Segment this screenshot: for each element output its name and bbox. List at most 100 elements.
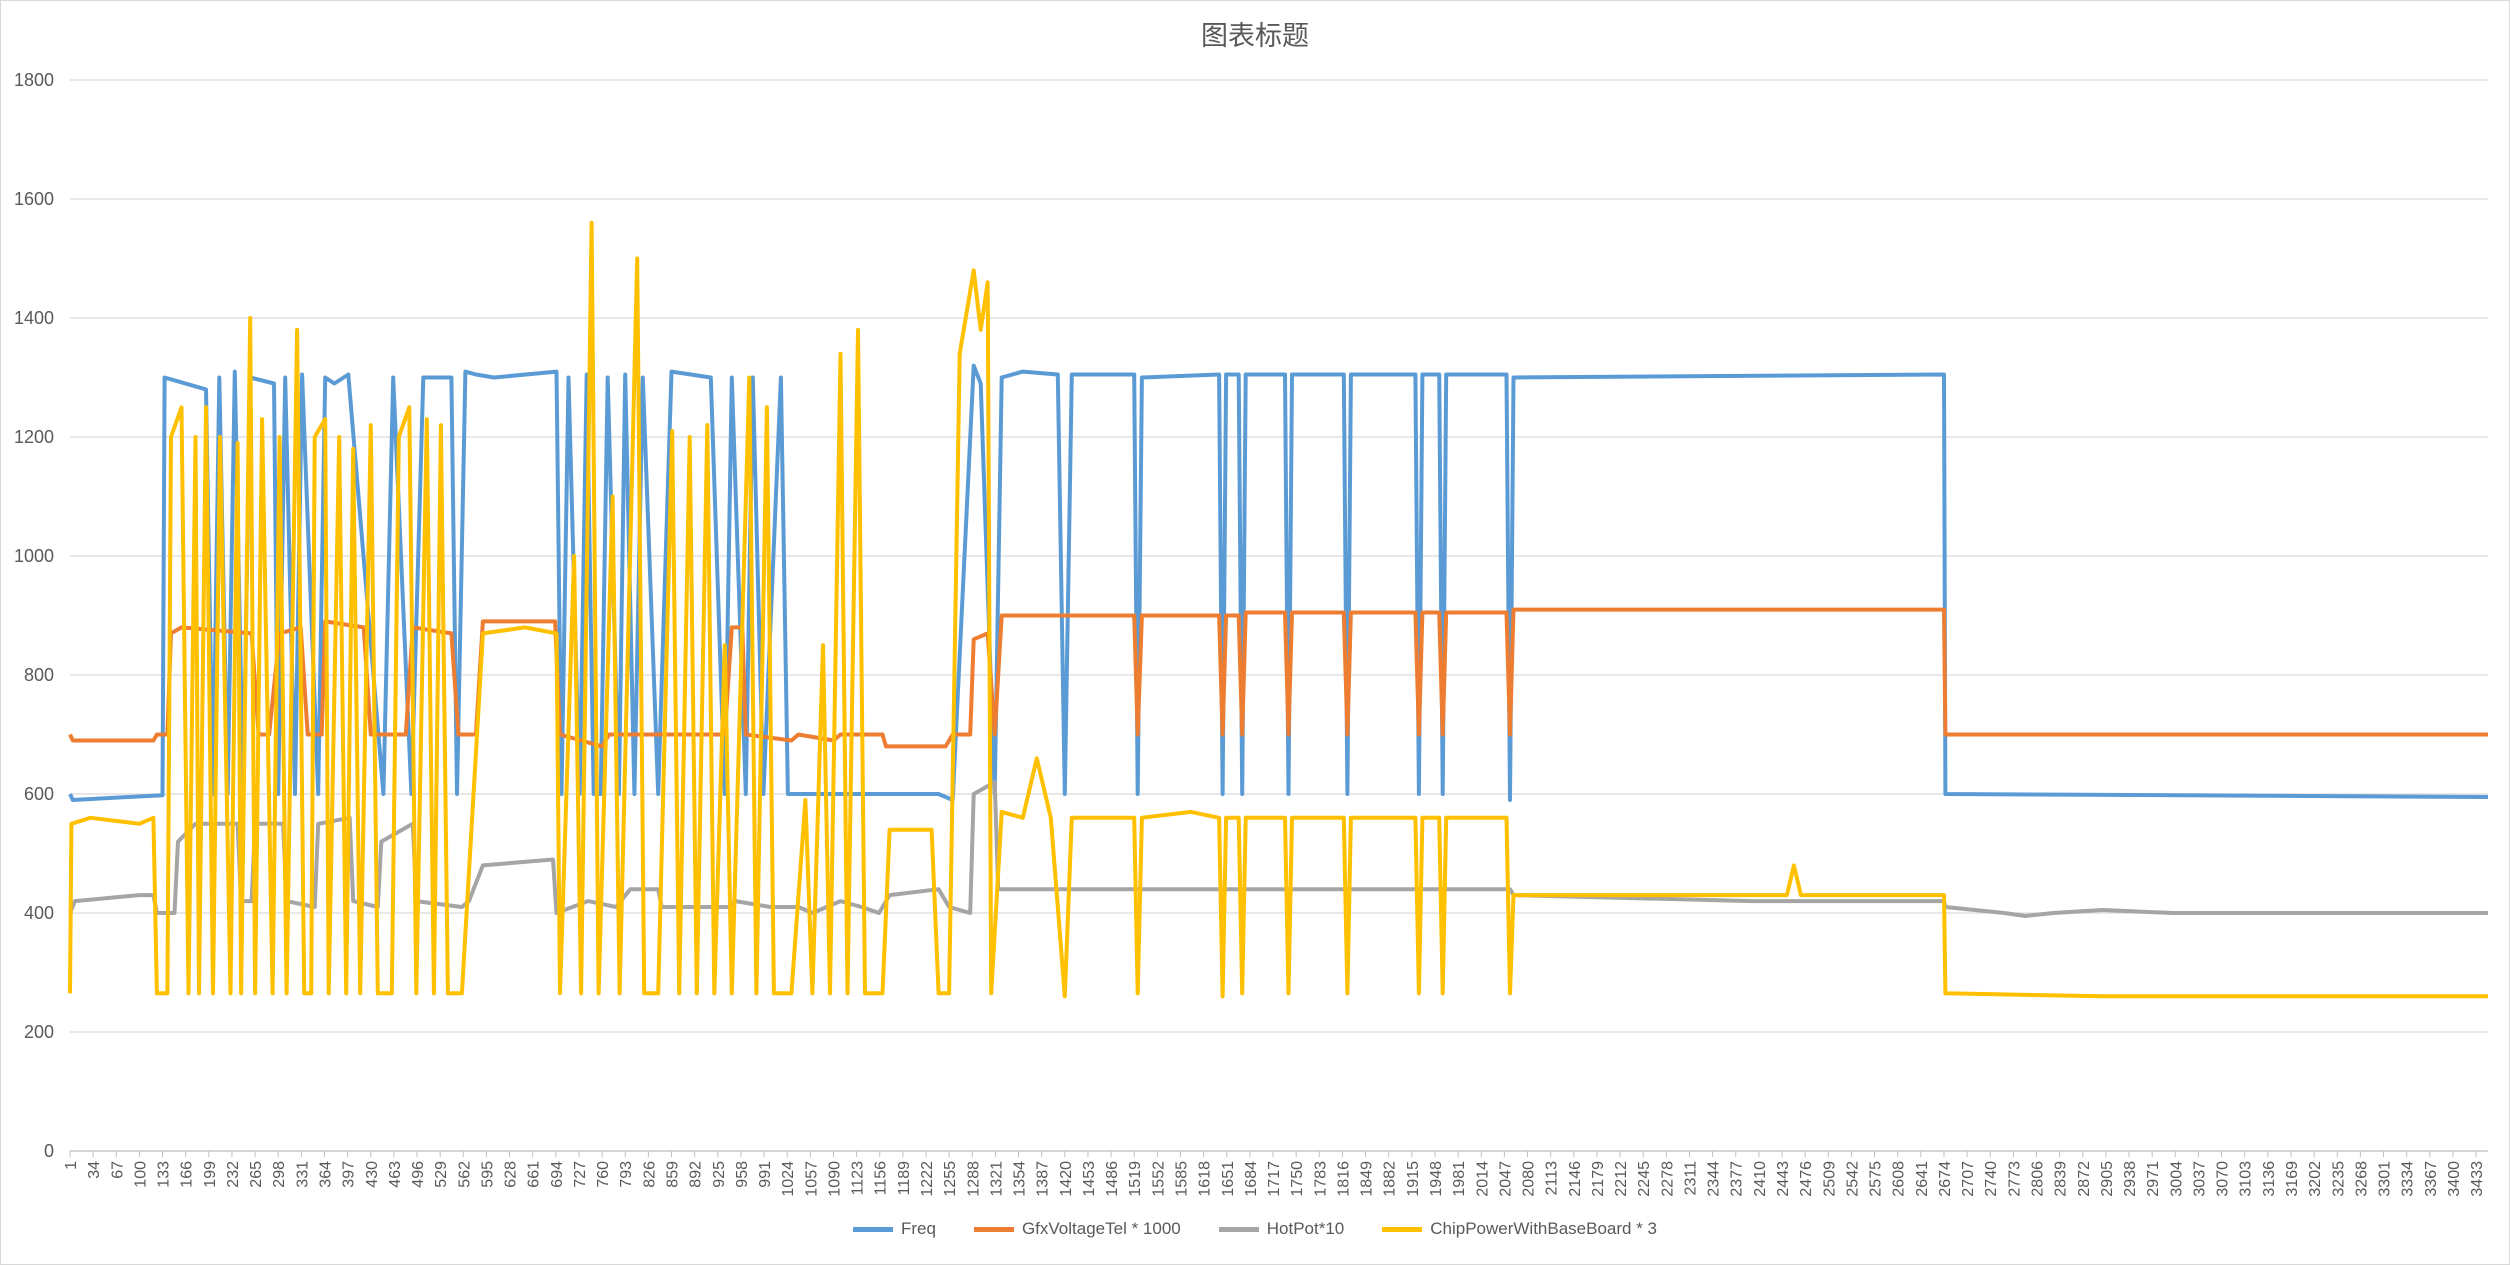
x-tick-label: 892 <box>688 1161 705 1188</box>
x-tick-label: 628 <box>503 1161 520 1188</box>
x-tick-label: 133 <box>156 1161 173 1188</box>
chart-title: 图表标题 <box>1201 21 1309 52</box>
x-tick-label: 958 <box>734 1161 751 1188</box>
y-tick-label: 1000 <box>14 546 54 566</box>
x-tick-label: 2080 <box>1521 1161 1538 1197</box>
y-tick-label: 0 <box>44 1141 54 1161</box>
x-tick-label: 1717 <box>1266 1161 1283 1197</box>
x-tick-label: 1882 <box>1382 1161 1399 1197</box>
y-tick-label: 600 <box>24 784 54 804</box>
y-tick-label: 800 <box>24 665 54 685</box>
x-tick-label: 496 <box>410 1161 427 1188</box>
x-tick-label: 1552 <box>1150 1161 1167 1197</box>
x-tick-label: 3070 <box>2215 1161 2232 1197</box>
y-tick-label: 400 <box>24 903 54 923</box>
x-tick-label: 595 <box>479 1161 496 1188</box>
x-tick-label: 232 <box>225 1161 242 1188</box>
y-axis-ticks: 0 200 400 600 800 1000 1200 1400 1600 1800 <box>14 70 54 1161</box>
x-tick-label: 1222 <box>919 1161 936 1197</box>
x-tick-label: 265 <box>248 1161 265 1188</box>
x-tick-label: 3235 <box>2330 1161 2347 1197</box>
x-tick-label: 1948 <box>1428 1161 1445 1197</box>
x-tick-label: 2806 <box>2030 1161 2047 1197</box>
x-tick-label: 2278 <box>1659 1161 1676 1197</box>
x-tick-label: 2245 <box>1636 1161 1653 1197</box>
x-tick-label: 2047 <box>1497 1161 1514 1197</box>
x-tick-label: 100 <box>132 1161 149 1188</box>
series-lines <box>68 220 2489 999</box>
x-tick-label: 3301 <box>2377 1161 2394 1197</box>
x-tick-label: 2344 <box>1706 1161 1723 1197</box>
x-tick-label: 1816 <box>1335 1161 1352 1197</box>
x-tick-label: 1057 <box>803 1161 820 1197</box>
x-tick-label: 2575 <box>1868 1161 1885 1197</box>
x-tick-label: 760 <box>595 1161 612 1188</box>
x-tick-label: 3004 <box>2168 1161 2185 1197</box>
x-tick-label: 1453 <box>1081 1161 1098 1197</box>
x-tick-label: 2014 <box>1474 1161 1491 1197</box>
legend-item: Freq <box>852 1219 936 1239</box>
x-tick-label: 1618 <box>1197 1161 1214 1197</box>
x-tick-label: 2542 <box>1844 1161 1861 1197</box>
legend-label: GfxVoltageTel * 1000 <box>1021 1219 1181 1238</box>
x-tick-label: 727 <box>572 1161 589 1188</box>
x-tick-label: 2905 <box>2099 1161 2116 1197</box>
x-tick-label: 2377 <box>1729 1161 1746 1197</box>
x-tick-label: 925 <box>711 1161 728 1188</box>
x-tick-label: 1585 <box>1173 1161 1190 1197</box>
x-tick-label: 2476 <box>1798 1161 1815 1197</box>
x-tick-label: 1288 <box>965 1161 982 1197</box>
legend-swatch <box>852 1226 893 1232</box>
x-tick-label: 3400 <box>2446 1161 2463 1197</box>
x-tick-label: 2839 <box>2053 1161 2070 1197</box>
legend-swatch <box>1382 1226 1423 1232</box>
legend-item: ChipPowerWithBaseBoard * 3 <box>1382 1219 1657 1239</box>
x-tick-label: 3367 <box>2423 1161 2440 1197</box>
x-tick-label: 859 <box>665 1161 682 1188</box>
x-tick-label: 3169 <box>2284 1161 2301 1197</box>
x-tick-label: 397 <box>341 1161 358 1188</box>
x-tick-label: 1915 <box>1405 1161 1422 1197</box>
legend-label: ChipPowerWithBaseBoard * 3 <box>1430 1219 1658 1238</box>
x-tick-label: 1486 <box>1104 1161 1121 1197</box>
x-tick-label: 2608 <box>1891 1161 1908 1197</box>
x-tick-label: 2674 <box>1937 1161 1954 1197</box>
x-tick-label: 1387 <box>1035 1161 1052 1197</box>
x-tick-label: 2707 <box>1960 1161 1977 1197</box>
x-tick-label: 3136 <box>2261 1161 2278 1197</box>
legend-item: GfxVoltageTel * 1000 <box>973 1219 1181 1239</box>
x-tick-label: 1321 <box>988 1161 1005 1197</box>
y-tick-label: 1200 <box>14 427 54 447</box>
x-tick-label: 1750 <box>1289 1161 1306 1197</box>
legend-label: Freq <box>900 1219 936 1238</box>
x-tick-label: 430 <box>364 1161 381 1188</box>
x-tick-label: 1255 <box>942 1161 959 1197</box>
x-tick-label: 1981 <box>1451 1161 1468 1197</box>
x-tick-label: 1420 <box>1058 1161 1075 1197</box>
x-tick-label: 1783 <box>1312 1161 1329 1197</box>
x-tick-label: 2641 <box>1914 1161 1931 1197</box>
y-tick-label: 200 <box>24 1022 54 1042</box>
x-tick-label: 1090 <box>826 1161 843 1197</box>
series-line-2 <box>68 780 2488 918</box>
x-tick-label: 3103 <box>2238 1161 2255 1197</box>
x-tick-label: 529 <box>433 1161 450 1188</box>
x-tick-label: 2971 <box>2145 1161 2162 1197</box>
x-tick-label: 331 <box>294 1161 311 1188</box>
x-tick-label: 1849 <box>1359 1161 1376 1197</box>
legend-swatch <box>1218 1226 1259 1232</box>
x-tick-label: 2113 <box>1544 1161 1561 1196</box>
x-tick-label: 694 <box>549 1161 566 1188</box>
x-tick-label: 2443 <box>1775 1161 1792 1197</box>
x-tick-label: 2509 <box>1821 1161 1838 1197</box>
legend: Freq GfxVoltageTel * 1000 HotPot*10 ChipPow… <box>0 1219 2510 1239</box>
y-tick-label: 1400 <box>14 308 54 328</box>
x-tick-label: 793 <box>618 1161 635 1188</box>
x-tick-label: 2938 <box>2122 1161 2139 1197</box>
x-tick-label: 2410 <box>1752 1161 1769 1197</box>
x-tick-label: 2311 <box>1682 1161 1699 1196</box>
x-tick-label: 2146 <box>1567 1161 1584 1197</box>
x-tick-label: 364 <box>317 1161 334 1188</box>
